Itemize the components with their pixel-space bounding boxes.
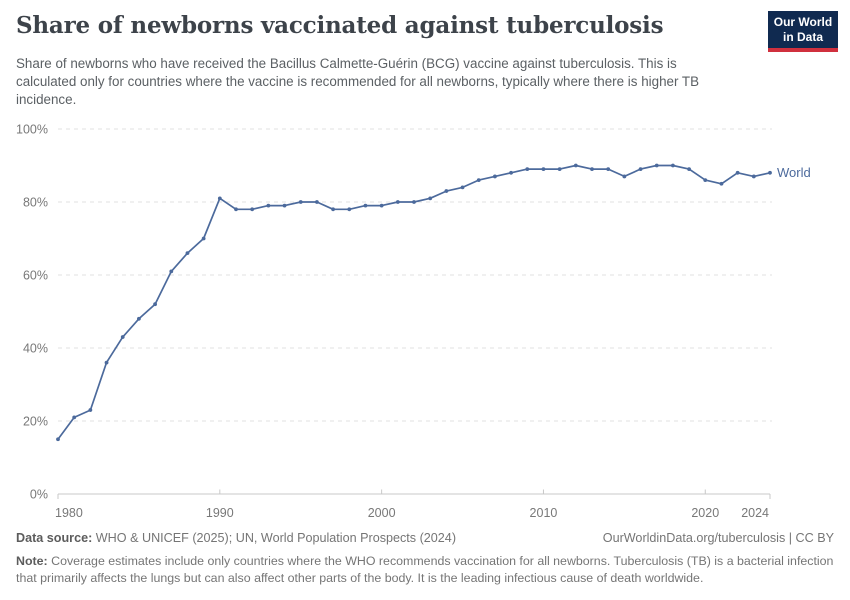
data-point[interactable] [201, 236, 206, 241]
x-tick-label: 2020 [691, 506, 719, 520]
data-point[interactable] [169, 269, 174, 274]
note-text: Coverage estimates include only countrie… [16, 554, 834, 585]
data-point[interactable] [250, 207, 255, 212]
data-point[interactable] [444, 189, 449, 193]
data-point[interactable] [541, 167, 546, 172]
attribution-link[interactable]: OurWorldinData.org/tuberculosis | CC BY [602, 531, 834, 545]
data-point[interactable] [703, 178, 708, 183]
data-point[interactable] [104, 360, 109, 365]
data-point[interactable] [217, 196, 222, 201]
data-point[interactable] [557, 167, 562, 172]
data-point[interactable] [654, 163, 659, 168]
y-tick-label: 80% [23, 196, 48, 210]
data-point[interactable] [379, 203, 384, 208]
data-point[interactable] [363, 203, 368, 208]
data-point[interactable] [622, 174, 627, 179]
data-source-label: Data source: [16, 531, 93, 545]
data-point[interactable] [735, 170, 740, 175]
data-point[interactable] [671, 163, 675, 168]
data-point[interactable] [56, 437, 60, 442]
data-point[interactable] [428, 196, 433, 201]
series-world[interactable]: World [56, 163, 811, 442]
chart-subtitle: Share of newborns who have received the … [16, 56, 700, 107]
data-point[interactable] [573, 163, 578, 168]
series-line[interactable] [57, 164, 771, 441]
y-tick-label: 0% [30, 488, 48, 502]
x-tick-label: 2024 [741, 506, 769, 520]
x-tick-label: 2000 [368, 506, 396, 520]
owid-logo[interactable]: Our World in Data [768, 11, 838, 52]
chart-footer: Data source: WHO & UNICEF (2025); UN, Wo… [16, 531, 834, 545]
y-axis-labels: 0% 20% 40% 60% 80% 100% [16, 123, 48, 502]
data-point[interactable] [347, 207, 352, 212]
data-point[interactable] [638, 167, 643, 172]
data-point[interactable] [768, 170, 772, 175]
page-title: Share of newborns vaccinated against tub… [16, 12, 664, 39]
note-label: Note: [16, 554, 48, 568]
data-point[interactable] [509, 170, 513, 175]
data-point[interactable] [395, 200, 400, 204]
data-point[interactable] [606, 167, 611, 172]
chart-note: Note: Coverage estimates include only co… [16, 553, 838, 586]
y-tick-label: 40% [23, 342, 48, 356]
data-point[interactable] [412, 200, 416, 204]
data-point[interactable] [476, 178, 481, 183]
owid-logo-line2: in Data [782, 29, 823, 44]
owid-logo-line1: Our World [773, 14, 833, 29]
data-point[interactable] [282, 203, 287, 208]
x-tick-label: 1980 [55, 506, 83, 520]
data-point[interactable] [185, 251, 190, 256]
data-point[interactable] [72, 415, 77, 420]
data-point[interactable] [234, 207, 238, 212]
data-point[interactable] [493, 174, 497, 179]
data-point[interactable] [719, 181, 724, 186]
data-point[interactable] [298, 200, 303, 204]
data-point[interactable] [137, 316, 141, 321]
data-point[interactable] [460, 185, 465, 190]
data-point[interactable] [331, 207, 335, 212]
gridlines [58, 128, 772, 422]
x-tick-label: 2010 [530, 506, 558, 520]
x-tick-label: 1990 [206, 506, 234, 520]
y-tick-label: 20% [23, 415, 48, 429]
series-end-label[interactable]: World [777, 165, 811, 180]
data-point[interactable] [153, 302, 157, 307]
data-point[interactable] [88, 408, 93, 412]
data-point[interactable] [687, 167, 691, 172]
data-point[interactable] [525, 167, 530, 172]
data-point[interactable] [590, 167, 594, 172]
y-tick-label: 100% [16, 123, 48, 137]
data-point[interactable] [315, 200, 319, 204]
data-source-text: WHO & UNICEF (2025); UN, World Populatio… [92, 531, 457, 545]
data-point[interactable] [751, 174, 756, 179]
data-point[interactable] [266, 203, 271, 208]
data-point[interactable] [120, 335, 125, 339]
x-axis: 1980 1990 2000 2010 2020 2024 [55, 489, 771, 520]
y-tick-label: 60% [23, 269, 48, 283]
